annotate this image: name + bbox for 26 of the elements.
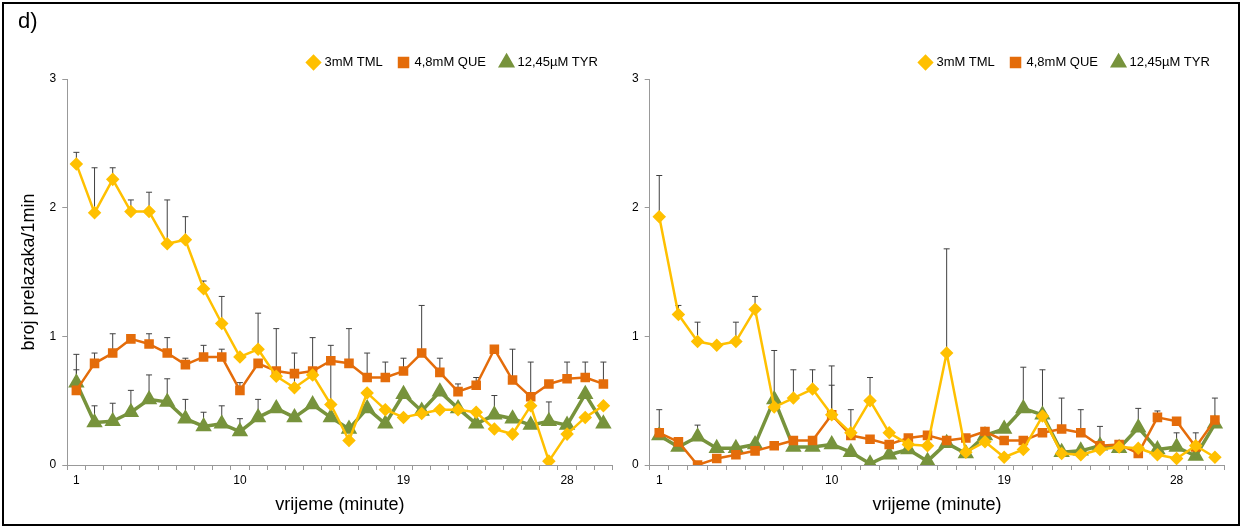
y-tick-label: 2 [49,199,57,214]
x-axis-title: vrijeme (minute) [275,494,405,515]
x-axis-title: vrijeme (minute) [872,494,1002,515]
x-tick-label: 19 [396,472,411,487]
text: d) [18,8,38,34]
x-tick-label: 28 [560,472,575,487]
y-tick-label: 0 [631,457,639,472]
y-tick-label: 1 [49,328,57,343]
x-tick-label: 10 [233,472,247,487]
y-tick-label: 0 [49,457,57,472]
x-tick-label: 1 [73,472,81,487]
y-tick-label: 2 [631,199,639,214]
y-tick-label: 3 [49,71,57,86]
legend-label: 3mM TML [324,54,383,70]
legend-label: 4,8mM QUE [1026,54,1099,70]
y-axis-title: broj prelazaka/1min [17,193,38,351]
y-tick-label: 3 [631,71,639,86]
legend-label: 12,45µM TYR [1129,54,1210,70]
x-tick-label: 28 [1169,472,1184,487]
legend-label: 4,8mM QUE [414,54,487,70]
legend-label: 12,45µM TYR [517,54,598,70]
y-tick-label: 1 [631,328,639,343]
legend-label: 3mM TML [936,54,995,70]
x-tick-label: 1 [655,472,663,487]
x-tick-label: 19 [997,472,1012,487]
x-tick-label: 10 [825,472,839,487]
